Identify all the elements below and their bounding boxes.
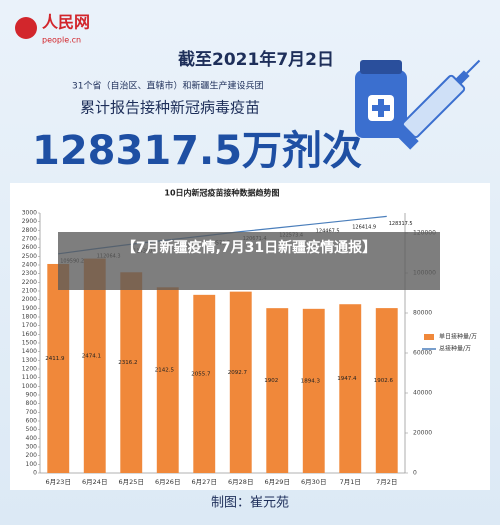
subtitle: 31个省（自治区、直辖市）和新疆生产建设兵团 (72, 80, 263, 92)
bar (229, 291, 252, 473)
y-tick-label: 1900 (22, 305, 37, 312)
line-value-label: 124467.5 (316, 229, 340, 235)
y-tick-label: 1700 (22, 322, 37, 329)
x-tick-label: 6月25日 (119, 478, 144, 486)
bar (47, 263, 70, 473)
y-tick-label: 1100 (22, 374, 37, 381)
bar-value-label: 1947.4 (337, 376, 357, 382)
y-tick-label: 100 (26, 461, 38, 468)
y-tick-label: 500 (26, 426, 38, 433)
bar (302, 308, 325, 473)
y-tick-label: 900 (26, 392, 38, 399)
logo-site: people.cn (42, 36, 81, 45)
y-tick-label: 2100 (22, 288, 37, 295)
y2-tick-label: 0 (413, 470, 417, 477)
bar-value-label: 1902.6 (374, 378, 394, 384)
y-tick-label: 1800 (22, 314, 37, 321)
bar (375, 308, 398, 473)
x-tick-label: 6月26日 (155, 478, 180, 486)
y-tick-label: 0 (33, 470, 37, 477)
date-title: 截至2021年7月2日 (178, 49, 334, 70)
y-tick-label: 200 (26, 452, 38, 459)
x-tick-label: 7月1日 (340, 478, 361, 486)
y2-tick-label: 20000 (413, 430, 432, 437)
x-tick-label: 6月29日 (265, 478, 290, 486)
y2-tick-label: 60000 (413, 350, 432, 357)
y-tick-label: 2900 (22, 218, 37, 225)
y-tick-label: 2600 (22, 244, 37, 251)
chart-title: 10日内新冠疫苗接种数据趋势图 (164, 188, 279, 198)
y-tick-label: 1000 (22, 383, 37, 390)
y-tick-label: 2400 (22, 262, 37, 269)
y2-tick-label: 80000 (413, 310, 432, 317)
legend-swatch (424, 334, 434, 340)
y-tick-label: 1400 (22, 348, 37, 355)
legend-label: 总接种量/万 (439, 345, 471, 353)
y-tick-label: 400 (26, 435, 38, 442)
x-tick-label: 6月23日 (46, 478, 71, 486)
bar-value-label: 2411.9 (45, 356, 65, 362)
y2-tick-label: 40000 (413, 390, 432, 397)
bar (83, 258, 106, 473)
y-tick-label: 2800 (22, 227, 37, 234)
x-tick-label: 6月30日 (301, 478, 326, 486)
bar-value-label: 2142.5 (155, 368, 175, 374)
vaccine-illustration (355, 59, 481, 150)
y-tick-label: 2500 (22, 253, 37, 260)
legend-label: 单日接种量/万 (439, 333, 477, 341)
y-tick-label: 300 (26, 444, 38, 451)
bar (156, 287, 179, 473)
bar (339, 304, 362, 473)
x-tick-label: 6月24日 (82, 478, 107, 486)
bar-value-label: 2092.7 (228, 370, 248, 376)
line-value-label: 126414.9 (352, 225, 376, 231)
y-tick-label: 1500 (22, 340, 37, 347)
y-tick-label: 2200 (22, 279, 37, 286)
line-value-label: 128317.5 (389, 221, 413, 227)
y-tick-label: 1200 (22, 366, 37, 373)
bar (120, 272, 143, 473)
y-tick-label: 600 (26, 418, 38, 425)
y-tick-label: 3000 (22, 210, 37, 217)
bar-value-label: 2316.2 (118, 360, 137, 366)
y-tick-label: 2000 (22, 296, 37, 303)
total: 128317.5万剂次 (32, 128, 362, 174)
y-tick-label: 2700 (22, 236, 37, 243)
x-tick-label: 6月27日 (192, 478, 217, 486)
overlay-band (58, 232, 440, 290)
y-tick-label: 800 (26, 400, 38, 407)
y-tick-label: 1600 (22, 331, 37, 338)
y-tick-label: 1300 (22, 357, 37, 364)
bar-value-label: 2474.1 (82, 353, 101, 359)
x-tick-label: 7月2日 (376, 478, 397, 486)
bar-value-label: 2055.7 (191, 371, 211, 377)
logo-text: 人民网 (42, 13, 90, 32)
y-tick-label: 700 (26, 409, 38, 416)
bar-value-label: 1894.3 (301, 378, 321, 384)
logo-mark (15, 17, 37, 39)
bar (193, 294, 216, 473)
y-tick-label: 2300 (22, 270, 37, 277)
bar (266, 308, 289, 473)
overlay-text: 【7月新疆疫情,7月31日新疆疫情通报】 (122, 239, 376, 256)
footer: 制图：崔元苑 (211, 495, 289, 511)
headline: 累计报告接种新冠病毒疫苗 (80, 99, 260, 117)
bar-value-label: 1902 (264, 378, 278, 384)
x-tick-label: 6月28日 (228, 478, 253, 486)
